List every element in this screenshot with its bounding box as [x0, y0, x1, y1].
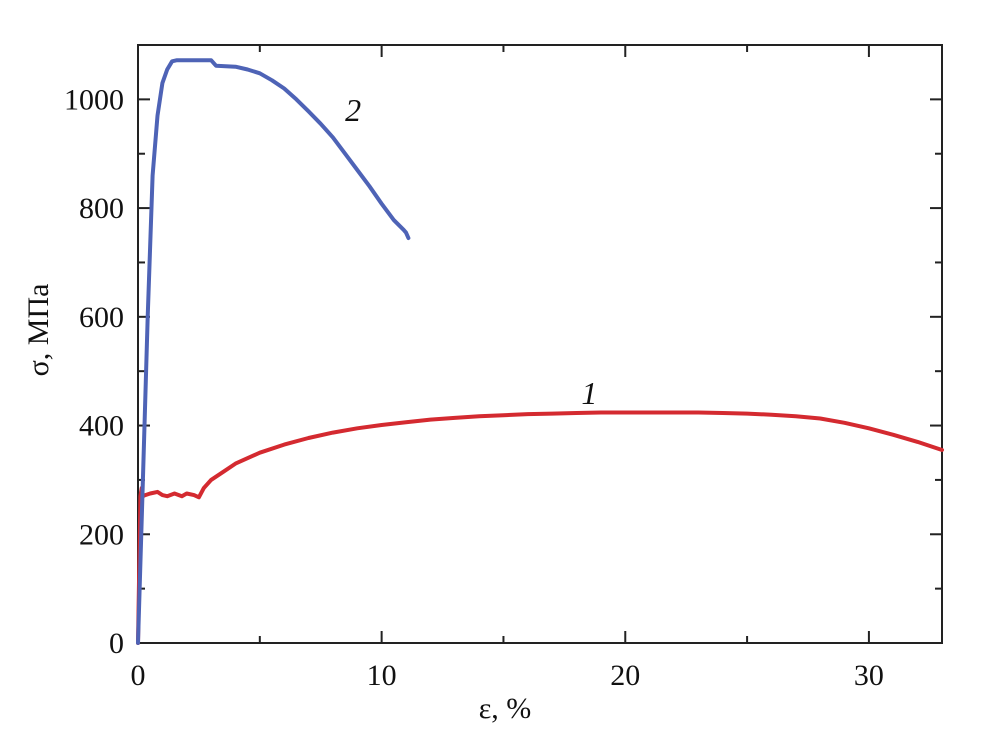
series-label-1: 1 — [581, 375, 597, 411]
y-tick-label: 0 — [109, 627, 124, 660]
series-line-1 — [136, 410, 944, 645]
y-tick-label: 1000 — [64, 83, 124, 116]
y-tick-label: 200 — [79, 518, 124, 551]
y-tick-label: 400 — [79, 410, 124, 443]
series-line-2 — [136, 58, 411, 645]
tick-labels: 0 10 20 30 0 200 400 600 800 1000 — [64, 83, 884, 692]
x-tick-label: 0 — [131, 659, 146, 692]
x-tick-label: 10 — [367, 659, 397, 692]
curves — [136, 58, 944, 645]
plot-frame — [137, 44, 943, 644]
curve-labels: 12 — [345, 92, 597, 411]
series-label-2: 2 — [345, 92, 361, 128]
x-axis-title: ε, % — [479, 692, 532, 725]
y-axis-title: σ, МПа — [22, 284, 55, 377]
axis-ticks — [137, 44, 942, 644]
x-tick-label: 20 — [610, 659, 640, 692]
x-tick-label: 30 — [854, 659, 884, 692]
y-tick-label: 800 — [79, 192, 124, 225]
y-tick-label: 600 — [79, 301, 124, 334]
